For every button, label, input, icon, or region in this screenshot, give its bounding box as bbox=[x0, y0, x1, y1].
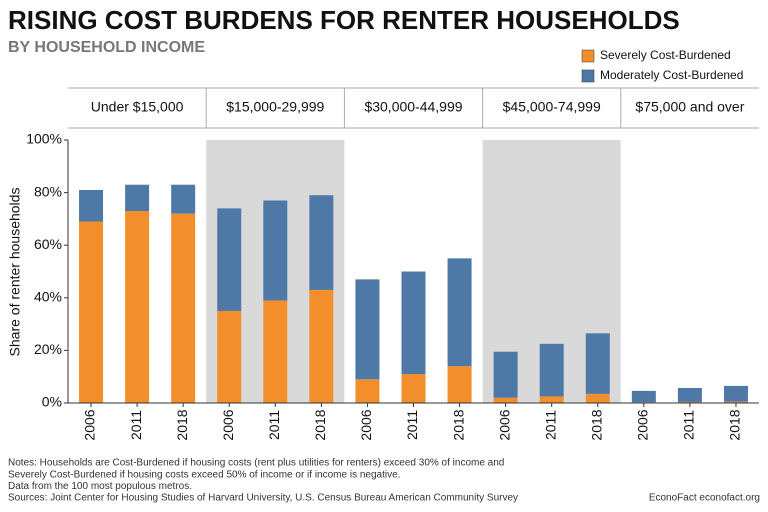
x-tick-label: 2011 bbox=[404, 410, 420, 440]
x-tick-label: 2011 bbox=[266, 410, 282, 440]
x-tick-label: 2011 bbox=[128, 410, 144, 440]
bar-segment bbox=[677, 401, 702, 403]
bar-segment bbox=[539, 343, 564, 397]
chart-subtitle: BY HOUSEHOLD INCOME bbox=[8, 39, 205, 56]
note: Data from the 100 most populous metros. bbox=[8, 481, 192, 492]
note: Sources: Joint Center for Housing Studie… bbox=[8, 493, 518, 504]
bar-segment bbox=[355, 279, 380, 380]
bar-segment bbox=[217, 310, 242, 403]
bar-segment bbox=[309, 289, 334, 403]
bar-segment bbox=[493, 351, 518, 398]
y-tick-label: 40% bbox=[34, 289, 62, 305]
bar-segment bbox=[493, 397, 518, 403]
bar-segment bbox=[447, 366, 472, 403]
bar-segment bbox=[539, 396, 564, 403]
x-tick-label: 2018 bbox=[727, 409, 743, 440]
legend-label: Severely Cost-Burdened bbox=[600, 48, 731, 62]
bar-segment bbox=[723, 385, 748, 402]
legend-swatch bbox=[581, 69, 595, 83]
bar-segment bbox=[447, 258, 472, 367]
bar-segment bbox=[723, 401, 748, 403]
x-tick-label: 2018 bbox=[588, 409, 604, 440]
bar-segment bbox=[677, 388, 702, 402]
bar-segment bbox=[171, 184, 196, 214]
bar-segment bbox=[171, 213, 196, 403]
y-tick-label: 0% bbox=[42, 394, 62, 410]
x-tick-label: 2006 bbox=[220, 409, 236, 440]
bar-segment bbox=[401, 374, 426, 403]
bar-segment bbox=[585, 333, 610, 394]
x-tick-label: 2018 bbox=[312, 409, 328, 440]
y-tick-label: 20% bbox=[34, 341, 62, 357]
x-tick-label: 2018 bbox=[174, 409, 190, 440]
note: Notes: Households are Cost-Burdened if h… bbox=[8, 458, 504, 469]
credit: EconoFact econofact.org bbox=[649, 493, 760, 504]
bar-segment bbox=[355, 379, 380, 403]
panel-background bbox=[620, 140, 759, 403]
x-tick-label: 2006 bbox=[635, 409, 651, 440]
y-tick-label: 80% bbox=[34, 183, 62, 199]
legend-swatch bbox=[581, 49, 595, 63]
legend-label: Moderately Cost-Burdened bbox=[600, 68, 743, 82]
bar-segment bbox=[79, 189, 104, 222]
y-tick-label: 100% bbox=[26, 131, 62, 147]
bar-segment bbox=[217, 208, 242, 311]
x-tick-label: 2011 bbox=[542, 410, 558, 440]
x-tick-label: 2011 bbox=[681, 410, 697, 440]
panel-label: $45,000-74,999 bbox=[503, 99, 601, 115]
bar-segment bbox=[585, 393, 610, 403]
bar-segment bbox=[631, 390, 656, 403]
bar-segment bbox=[263, 300, 288, 403]
bar-segment bbox=[79, 221, 104, 403]
chart-title: RISING COST BURDENS FOR RENTER HOUSEHOLD… bbox=[8, 5, 680, 35]
note: Severely Cost-Burdened if housing costs … bbox=[8, 469, 400, 480]
x-tick-label: 2006 bbox=[358, 409, 374, 440]
x-tick-label: 2006 bbox=[496, 409, 512, 440]
bar-segment bbox=[309, 195, 334, 290]
x-tick-label: 2006 bbox=[82, 409, 98, 440]
y-tick-label: 60% bbox=[34, 236, 62, 252]
panel-label: $75,000 and over bbox=[635, 99, 744, 115]
panel-label: $30,000-44,999 bbox=[364, 99, 462, 115]
bar-segment bbox=[125, 184, 150, 212]
panel-label: Under $15,000 bbox=[91, 99, 184, 115]
x-tick-label: 2018 bbox=[450, 409, 466, 440]
bar-segment bbox=[125, 211, 150, 403]
bar-segment bbox=[263, 200, 288, 301]
panel-label: $15,000-29,999 bbox=[226, 99, 324, 115]
y-axis-label: Share of renter households bbox=[7, 188, 23, 357]
bar-segment bbox=[401, 271, 426, 375]
